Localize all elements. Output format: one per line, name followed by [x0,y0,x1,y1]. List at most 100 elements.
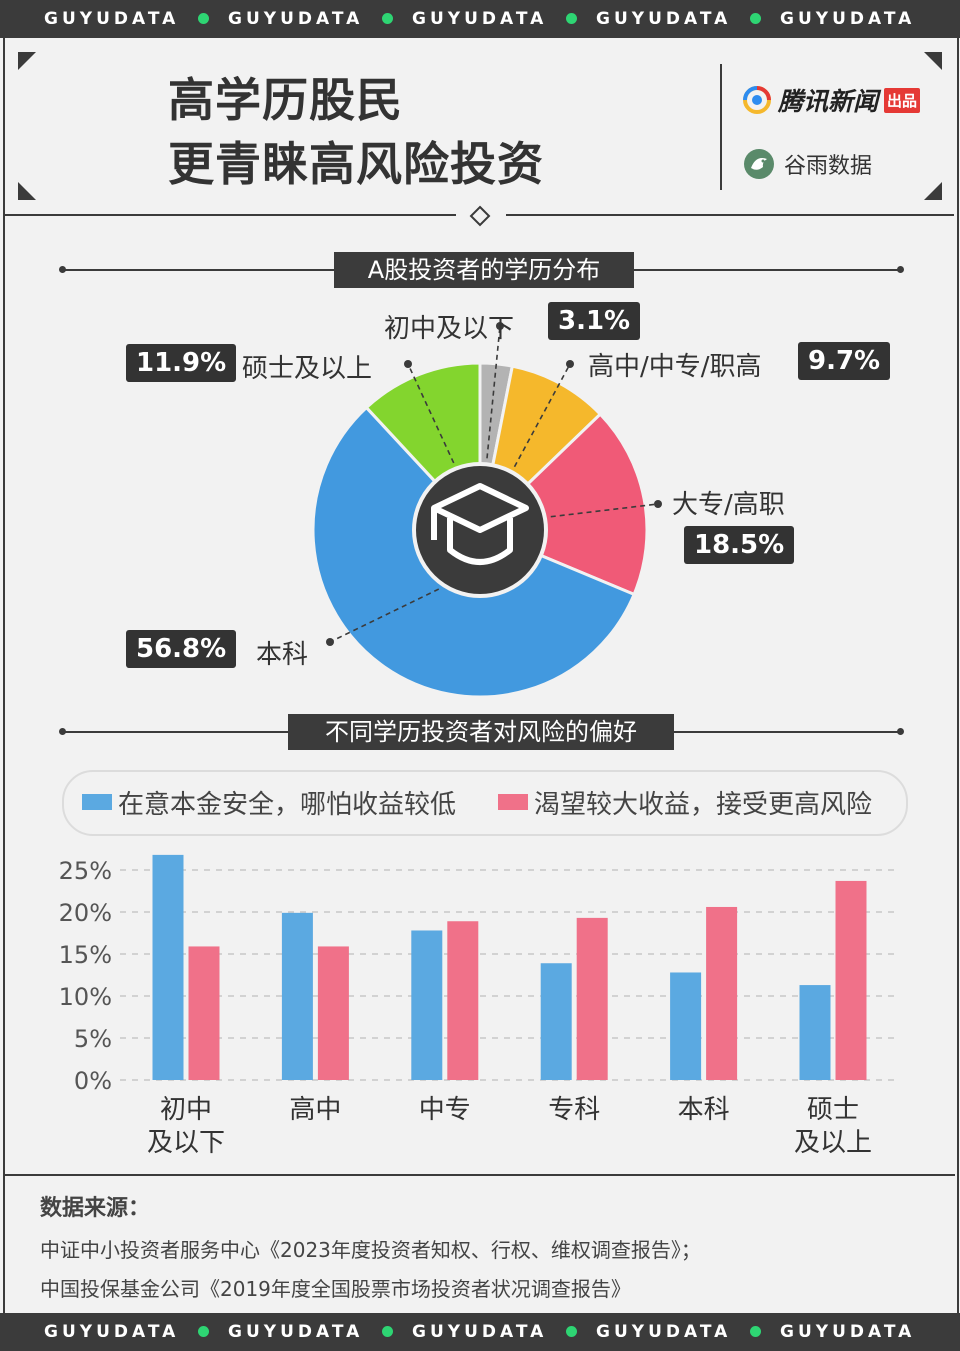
band-dot [750,13,761,24]
top-brand-band: GUYUDATA GUYUDATA GUYUDATA GUYUDATA GUYU… [0,0,960,38]
band-dot [566,13,577,24]
pie-leader-line-bachelor [329,588,440,643]
rule-end-dot [897,266,904,273]
corner-mark-tl [18,52,36,70]
x-tick-label: 及以上 [794,1128,872,1158]
bar-risk [835,880,867,1080]
x-tick-label: 中专 [419,1095,471,1125]
bar-legend: 在意本金安全，哪怕收益较低 渴望较大收益，接受更高风险 [62,770,908,836]
bottom-brand-band: GUYUDATA GUYUDATA GUYUDATA GUYUDATA GUYU… [0,1313,960,1351]
header-separator [720,64,722,190]
page-title-line1: 高学历股民 [168,73,403,127]
pie-leader-line-junior [486,325,501,459]
corner-marks [18,52,942,200]
rule-end-dot [59,266,66,273]
guyu-data-brand: 谷雨数据 [742,146,872,182]
brand2-name: 谷雨数据 [784,154,873,179]
band-dot [750,1326,761,1337]
legend-swatch-blue [82,794,112,810]
band-text: GUYUDATA [44,1322,180,1342]
x-tick-label: 硕士 [807,1095,859,1125]
pie-pct-senior: 9.7% [798,342,891,380]
x-tick-label: 高中 [289,1095,341,1125]
pie-label-college: 大专/高职 [672,490,785,520]
band-text: GUYUDATA [228,9,364,29]
pie-label-senior: 高中/中专/职高 [588,352,762,382]
band-dot [198,1326,209,1337]
page-frame [3,38,959,1313]
bar-section-title: 不同学历投资者对风险的偏好 [288,714,674,750]
pie-pct-college: 18.5% [684,526,795,564]
bar-risk [447,921,479,1080]
brand1-name: 腾讯新闻 [778,87,879,116]
divider-diamond-icon [469,205,491,227]
bar-chart: 25% 20% 15% 10% 5% 0% 初中及以下 高中 中专 专科 本科 硕士及以上 [59,854,895,1158]
tencent-news-brand: 腾讯新闻 出品 [742,82,921,118]
source-heading: 数据来源： [40,1196,151,1221]
y-tick-label: 15% [59,941,112,969]
bar-title-rule-right [674,731,900,733]
legend-label-risk: 渴望较大收益，接受更高风险 [534,789,873,820]
pie-label-bachelor: 本科 [256,640,309,670]
bar-safety [152,854,184,1080]
band-text: GUYUDATA [780,9,916,29]
brand1-tag: 出品 [884,87,921,113]
legend-item-risk: 渴望较大收益，接受更高风险 [498,787,872,820]
bar-safety [670,972,702,1080]
pie-title-rule-left [62,269,334,271]
pie-label-junior: 初中及以下 [384,314,515,344]
band-text: GUYUDATA [596,9,732,29]
pie-slice-college [477,412,649,597]
band-dot [382,1326,393,1337]
guyu-bird-logo-icon [744,149,774,179]
band-text: GUYUDATA [412,1322,548,1342]
source-line-2: 中国投保基金公司《2019年度全国股票市场投资者状况调查报告》 [40,1277,631,1301]
band-text: GUYUDATA [412,9,548,29]
header-divider-left [5,214,456,216]
pie-leader-dot-master [404,360,412,368]
x-tick-label: 及以下 [147,1128,225,1158]
rule-end-dot [897,728,904,735]
source-line-1: 中证中小投资者服务中心《2023年度投资者知权、行权、维权调查报告》； [40,1238,701,1262]
page-title-line2: 更青睐高风险投资 [168,137,544,191]
pie-leader-dot-bachelor [326,638,334,646]
bar-safety [411,930,443,1080]
x-tick-label: 专科 [548,1095,600,1125]
header-divider-right [506,214,954,216]
x-tick-label: 本科 [678,1095,730,1125]
pie-label-master: 硕士及以上 [242,354,373,384]
pie-chart [311,322,662,699]
band-text: GUYUDATA [780,1322,916,1342]
pie-leader-line-senior [513,363,571,468]
band-dot [198,13,209,24]
band-dot [566,1326,577,1337]
y-tick-label: 5% [74,1025,112,1053]
legend-label-safety: 在意本金安全，哪怕收益较低 [118,789,457,820]
bar-risk [706,906,738,1080]
legend-swatch-pink [498,794,528,810]
corner-mark-br [924,182,942,200]
tencent-news-logo-icon [743,86,771,114]
band-text: GUYUDATA [228,1322,364,1342]
y-tick-label: 10% [59,983,112,1011]
y-tick-label: 20% [59,899,112,927]
bar-risk [576,917,608,1080]
band-text: GUYUDATA [44,9,180,29]
source-divider [5,1174,955,1176]
source-block: 数据来源： 中证中小投资者服务中心《2023年度投资者知权、行权、维权调查报告》… [40,1190,701,1302]
legend-item-safety: 在意本金安全，哪怕收益较低 [82,787,456,820]
pie-pct-junior: 3.1% [548,302,641,340]
rule-end-dot [59,728,66,735]
bar-safety [281,912,313,1080]
y-tick-label: 0% [74,1067,112,1095]
bar-title-rule-left [62,731,288,733]
pie-pct-master: 11.9% [126,344,237,382]
bar-safety [799,985,831,1080]
pie-leader-dot-senior [566,360,574,368]
pie-section-title: A股投资者的学历分布 [334,252,634,288]
band-text: GUYUDATA [596,1322,732,1342]
pie-leader-line-master [407,363,455,464]
bar-risk [317,946,349,1080]
corner-mark-bl [18,182,36,200]
corner-mark-tr [924,52,942,70]
